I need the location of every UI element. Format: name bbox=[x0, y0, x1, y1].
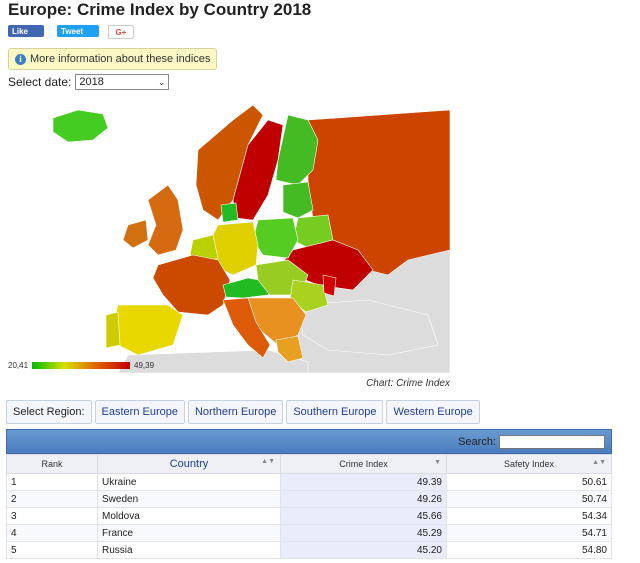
safety-index-cell: 54.71 bbox=[446, 524, 612, 542]
chevron-down-icon: ⌄ bbox=[157, 76, 166, 87]
map-region-greece bbox=[275, 335, 304, 363]
region-selector: Select Region: Eastern Europe Northern E… bbox=[6, 400, 480, 424]
tweet-label: Tweet bbox=[61, 26, 84, 36]
region-northern-europe[interactable]: Northern Europe bbox=[187, 400, 284, 424]
crime-index-cell: 45.66 bbox=[280, 507, 447, 525]
table-row: 1 Ukraine 49.39 50.61 bbox=[6, 473, 612, 491]
region-southern-europe[interactable]: Southern Europe bbox=[286, 400, 384, 424]
sort-desc-icon: ▼ bbox=[434, 459, 441, 466]
info-icon: i bbox=[15, 53, 26, 65]
map-svg bbox=[52, 104, 451, 374]
rank-cell: 5 bbox=[6, 541, 98, 559]
safety-index-cell: 50.74 bbox=[446, 490, 612, 508]
table-row: 5 Russia 45.20 54.80 bbox=[6, 541, 612, 559]
sort-icon: ▲▼ bbox=[592, 459, 606, 466]
date-select[interactable]: 2018 ⌄ bbox=[75, 74, 170, 90]
tweet-button[interactable]: Tweet bbox=[57, 25, 99, 37]
legend-max: 49,39 bbox=[134, 361, 155, 370]
map-region-portugal bbox=[105, 311, 121, 349]
map-region-alps bbox=[222, 277, 271, 299]
country-cell: Moldova bbox=[97, 507, 281, 525]
map-region-spain bbox=[112, 304, 184, 356]
crime-index-cell: 49.39 bbox=[280, 473, 447, 491]
region-western-europe[interactable]: Western Europe bbox=[386, 400, 480, 424]
country-cell: Russia bbox=[97, 541, 281, 559]
region-label-text: Select Region: bbox=[13, 406, 85, 418]
map-region-finland bbox=[275, 114, 319, 186]
map-region-poland bbox=[252, 217, 299, 259]
column-header-safety-index[interactable]: Safety Index ▲▼ bbox=[446, 454, 612, 474]
crime-table: Rank Country ▲▼ Crime Index ▼ Safety Index… bbox=[6, 454, 612, 559]
rank-cell: 1 bbox=[6, 473, 98, 491]
crime-index-cell: 49.26 bbox=[280, 490, 447, 508]
region-southern-europe-label: Southern Europe bbox=[293, 406, 377, 418]
more-info-label: More information about these indices bbox=[30, 53, 211, 65]
map-region-grey-turkey bbox=[297, 299, 439, 356]
country-cell: Sweden bbox=[97, 490, 281, 508]
map-region-ireland bbox=[122, 219, 149, 249]
map-region-baltics bbox=[282, 181, 314, 219]
column-header-crime-index[interactable]: Crime Index ▼ bbox=[280, 454, 447, 474]
legend-gradient-bar bbox=[32, 362, 131, 369]
map-region-france bbox=[152, 254, 231, 316]
map-region-romania bbox=[289, 279, 329, 313]
search-input[interactable] bbox=[499, 434, 605, 449]
rank-header-label: Rank bbox=[41, 459, 63, 469]
map-region-denmark bbox=[220, 202, 239, 223]
date-select-value: 2018 bbox=[79, 76, 104, 88]
safety-index-cell: 54.80 bbox=[446, 541, 612, 559]
region-eastern-europe-label: Eastern Europe bbox=[101, 406, 178, 418]
region-northern-europe-label: Northern Europe bbox=[194, 406, 277, 418]
safety-index-cell: 54.34 bbox=[446, 507, 612, 525]
rank-cell: 2 bbox=[6, 490, 98, 508]
table-toolbar: Search: bbox=[6, 429, 612, 454]
crime-table-container: Search: Rank Country ▲▼ Crime Index ▼ Safe… bbox=[6, 429, 612, 559]
country-cell: France bbox=[97, 524, 281, 542]
date-selector-row: Select date: 2018 ⌄ bbox=[8, 74, 170, 90]
legend-min: 20,41 bbox=[8, 361, 29, 370]
rank-cell: 3 bbox=[6, 507, 98, 525]
table-row: 3 Moldova 45.66 54.34 bbox=[6, 507, 612, 525]
sort-icon: ▲▼ bbox=[261, 458, 275, 465]
europe-crime-map bbox=[8, 100, 451, 374]
facebook-like-button[interactable]: Like bbox=[8, 25, 44, 37]
table-row: 2 Sweden 49.26 50.74 bbox=[6, 490, 612, 508]
country-header-label: Country bbox=[169, 458, 209, 470]
column-header-country[interactable]: Country ▲▼ bbox=[97, 454, 281, 474]
search-label: Search: bbox=[458, 435, 496, 448]
facebook-like-label: Like bbox=[12, 26, 29, 36]
more-info-button[interactable]: i More information about these indices bbox=[8, 48, 218, 70]
table-row: 4 France 45.29 54.71 bbox=[6, 524, 612, 542]
google-plus-button[interactable]: G+ bbox=[108, 25, 134, 39]
date-label: Select date: bbox=[8, 75, 72, 89]
safety-index-cell: 50.61 bbox=[446, 473, 612, 491]
map-legend: 20,41 49,39 bbox=[8, 361, 154, 370]
safety-header-label: Safety Index bbox=[503, 459, 555, 469]
rank-cell: 4 bbox=[6, 524, 98, 542]
page-title: Europe: Crime Index by Country 2018 bbox=[8, 0, 312, 19]
map-caption: Chart: Crime Index bbox=[366, 378, 450, 389]
region-western-europe-label: Western Europe bbox=[393, 406, 473, 418]
map-region-iceland bbox=[52, 109, 109, 143]
crime-index-cell: 45.29 bbox=[280, 524, 447, 542]
column-header-rank[interactable]: Rank bbox=[6, 454, 98, 474]
region-eastern-europe[interactable]: Eastern Europe bbox=[94, 400, 185, 424]
google-plus-label: G+ bbox=[115, 27, 127, 37]
map-region-uk bbox=[147, 184, 184, 256]
crime-index-cell: 45.20 bbox=[280, 541, 447, 559]
map-region-italy bbox=[222, 297, 271, 359]
crime-header-label: Crime Index bbox=[339, 459, 388, 469]
map-region-moldova bbox=[322, 274, 337, 297]
region-label: Select Region: bbox=[6, 400, 92, 424]
country-cell: Ukraine bbox=[97, 473, 281, 491]
